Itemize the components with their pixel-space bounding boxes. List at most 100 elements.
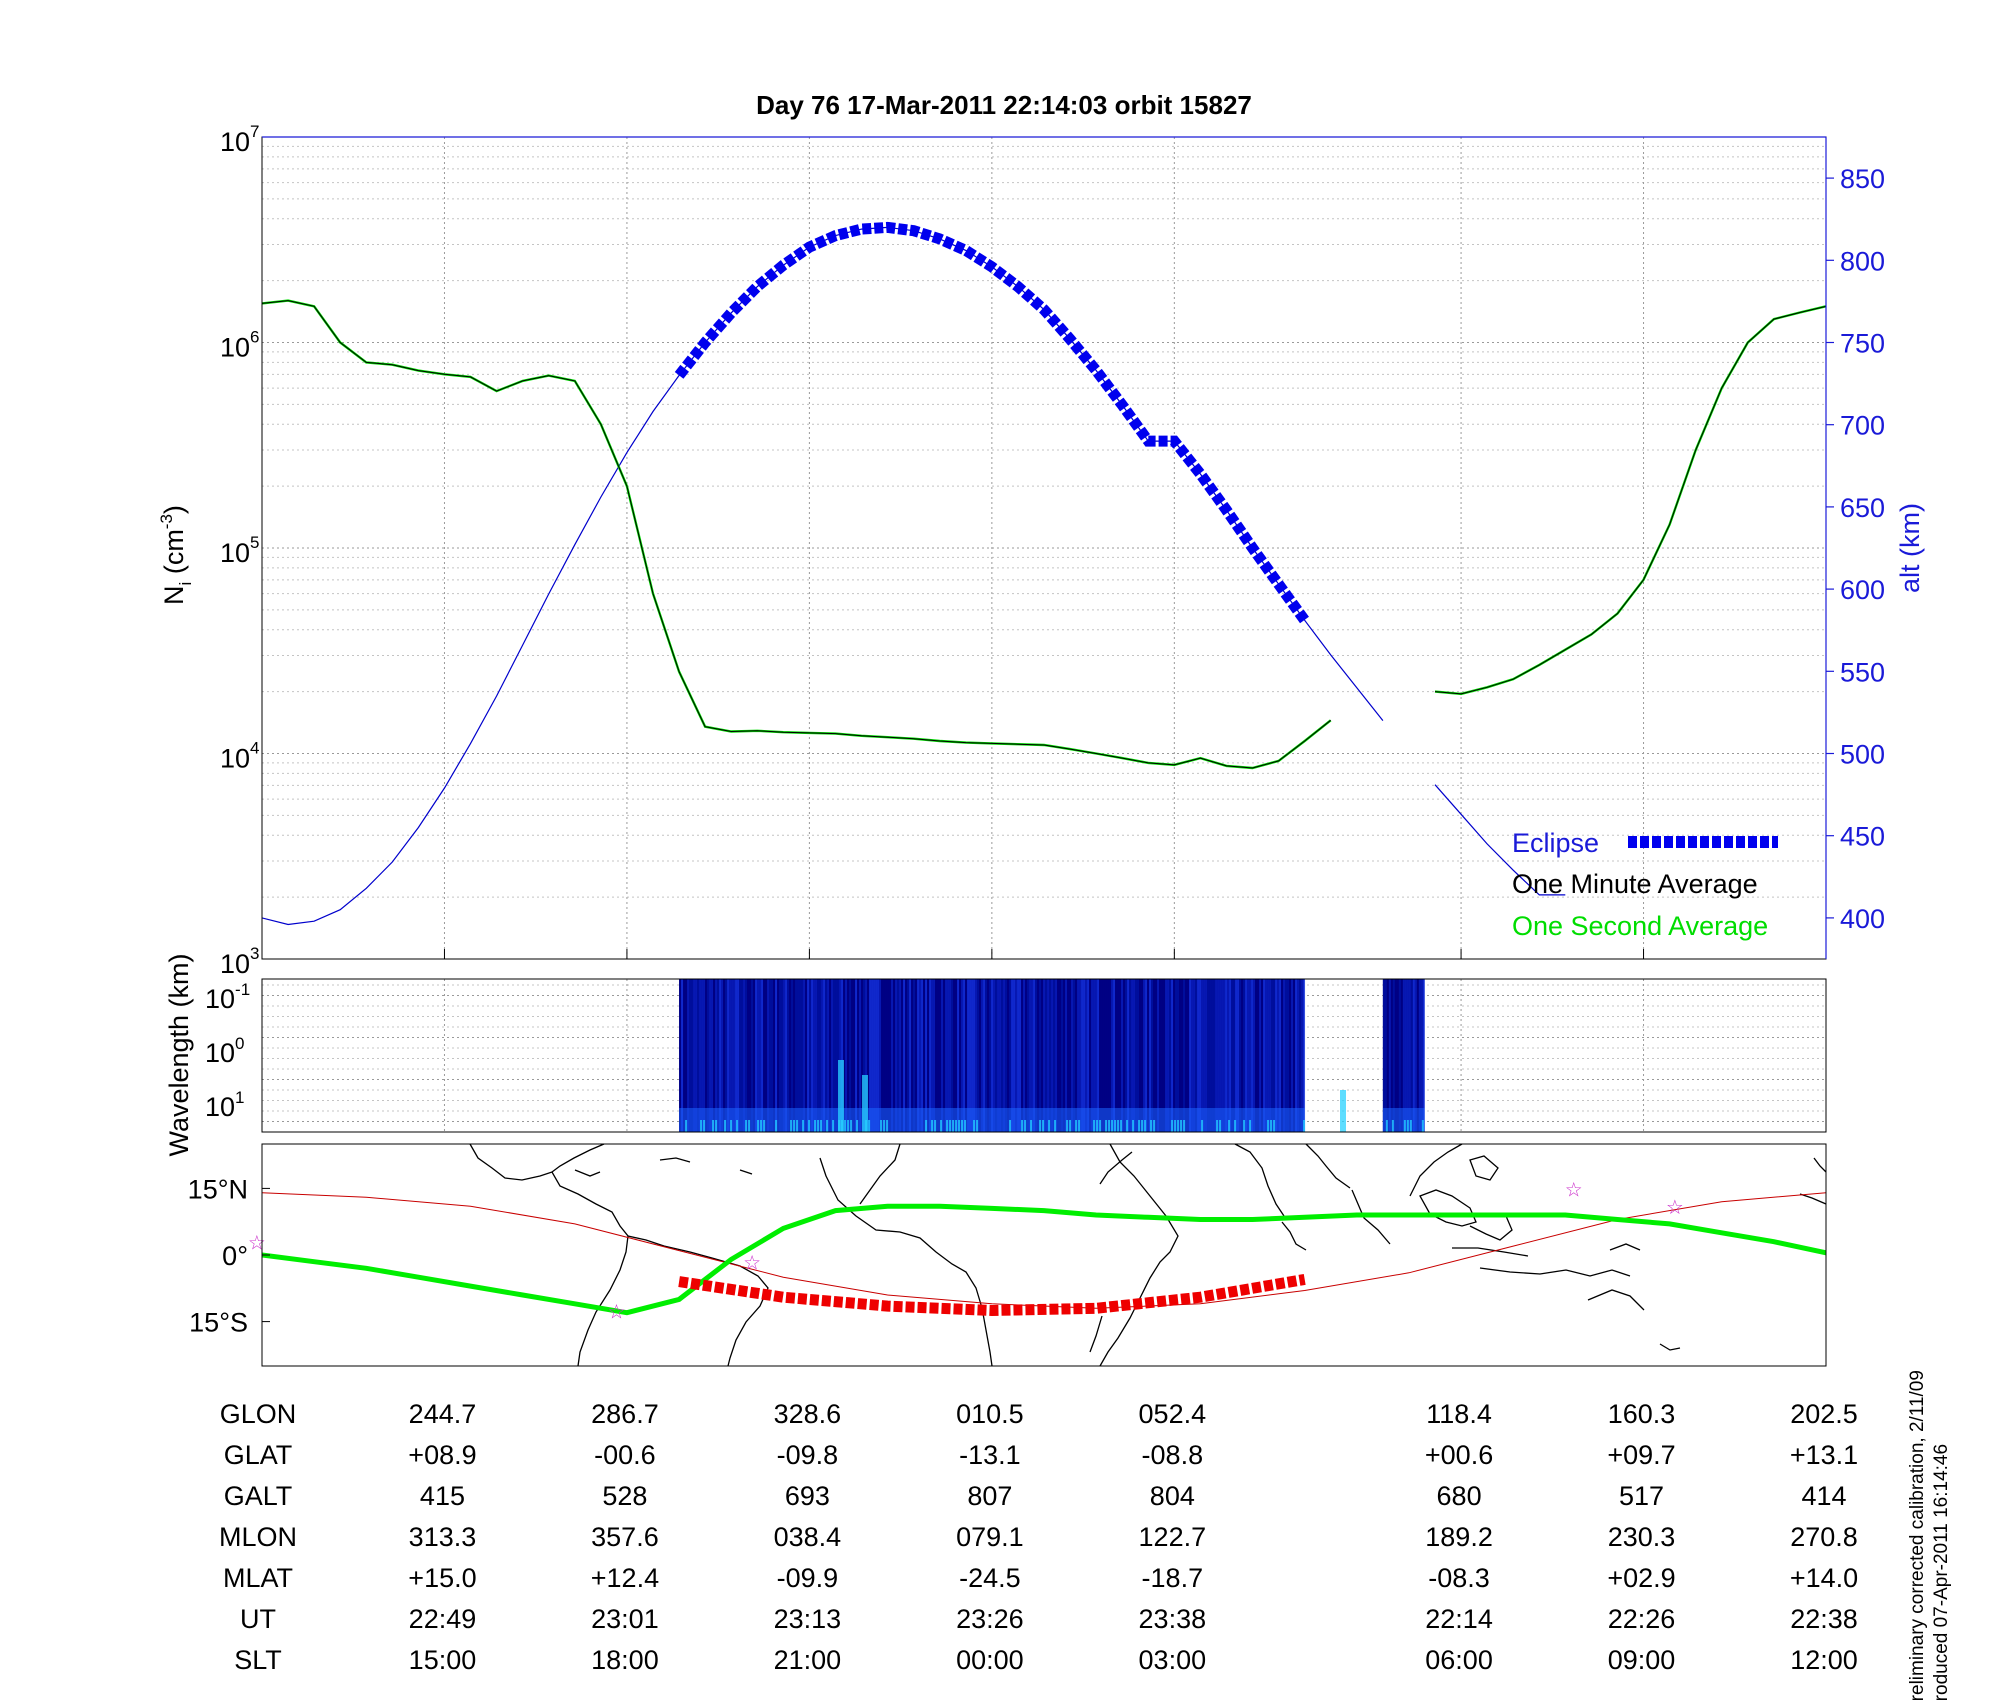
spectrogram-highlight — [1234, 1120, 1237, 1132]
spectrogram-highlight — [940, 1120, 943, 1132]
table-cell: +14.0 — [1790, 1563, 1858, 1593]
spectrogram-highlight — [790, 1120, 793, 1132]
density-panel: 103 104 105 106 107 400 450 500 550 600 650 700 750… — [157, 122, 1925, 979]
spectrogram-highlight — [1069, 1120, 1072, 1132]
spectrogram-highlight — [949, 1120, 952, 1132]
table-cell: 23:38 — [1139, 1604, 1207, 1634]
spectrogram-column — [869, 979, 872, 1132]
spectrogram-column — [947, 979, 950, 1132]
spectrogram-column — [851, 979, 854, 1132]
spectrogram-column — [1384, 979, 1387, 1132]
spectrogram-highlight — [736, 1120, 739, 1132]
table-cell: 22:14 — [1425, 1604, 1493, 1634]
spectrogram-column — [725, 979, 728, 1132]
spectrogram-column — [959, 979, 962, 1132]
spectrogram-column — [1143, 979, 1146, 1132]
density-y-tick-label: 103 — [220, 944, 260, 979]
table-row-header: UT — [240, 1604, 276, 1634]
spectrogram-column — [931, 979, 934, 1132]
spectrogram-column — [1159, 979, 1162, 1132]
spectrogram-column — [775, 979, 778, 1132]
spectrogram-column — [1259, 979, 1262, 1132]
spectrogram-highlight — [1111, 1120, 1114, 1132]
spectrogram-column — [741, 979, 744, 1132]
spectrogram-highlight — [850, 1120, 853, 1132]
table-cell: 807 — [967, 1481, 1012, 1511]
spectrogram-column — [1089, 979, 1092, 1132]
spectrogram-column — [849, 979, 852, 1132]
legend: Eclipse One Minute Average One Second Av… — [1512, 828, 1778, 941]
spectrogram-highlight — [757, 1120, 760, 1132]
spectrogram-column — [717, 979, 720, 1132]
spectrogram-column — [1077, 979, 1080, 1132]
spectrogram-column — [1169, 979, 1172, 1132]
table-cell: 052.4 — [1139, 1399, 1207, 1429]
spectrogram-column — [981, 979, 984, 1132]
spectrogram-column — [943, 979, 946, 1132]
table-row-header: GLON — [220, 1399, 297, 1429]
spectrogram-column — [847, 979, 850, 1132]
table-cell: 118.4 — [1426, 1399, 1492, 1429]
spectrogram-column — [1275, 979, 1278, 1132]
spectrogram-column — [1388, 979, 1391, 1132]
spectrogram-column — [827, 979, 830, 1132]
spectrogram-highlight — [763, 1120, 766, 1132]
legend-second-label: One Second Average — [1512, 911, 1768, 941]
spectrogram-column — [693, 979, 696, 1132]
spectrogram-column — [715, 979, 718, 1132]
table-cell: 23:01 — [591, 1604, 659, 1634]
table-cell: 415 — [420, 1481, 465, 1511]
spectrogram-column — [1087, 979, 1090, 1132]
spectrogram-column — [1005, 979, 1008, 1132]
spectrogram-column — [1147, 979, 1150, 1132]
density-y-tick-label: 106 — [220, 328, 260, 363]
spectrogram-column — [997, 979, 1000, 1132]
spectrogram-highlight — [826, 1120, 829, 1132]
spectrogram-column — [837, 979, 840, 1132]
spectrogram-column — [1149, 979, 1152, 1132]
spectrogram-column — [821, 979, 824, 1132]
spectrogram-column — [1151, 979, 1154, 1132]
spectrogram-highlight — [1054, 1120, 1057, 1132]
spectrogram-column — [719, 979, 722, 1132]
spectrogram-column — [1183, 979, 1186, 1132]
spectrogram-column — [1410, 979, 1413, 1132]
spectrogram-column — [1291, 979, 1294, 1132]
spectrogram-highlight — [1216, 1120, 1219, 1132]
spectrogram-column — [903, 979, 906, 1132]
spectrogram-highlight — [1099, 1120, 1102, 1132]
spectrogram-column — [1027, 979, 1030, 1132]
spectrogram-column — [927, 979, 930, 1132]
spectrogram-column — [915, 979, 918, 1132]
spectrogram-column — [697, 979, 700, 1132]
spectrogram-highlight — [880, 1120, 883, 1132]
density-y-tick-label: 105 — [220, 533, 260, 568]
spectrogram-column — [809, 979, 812, 1132]
spectrogram-column — [1229, 979, 1232, 1132]
spectrogram-column — [1404, 979, 1407, 1132]
spectrogram-highlight — [1093, 1120, 1096, 1132]
spectrogram-column — [867, 979, 870, 1132]
map-panel: ☆ ☆ ☆ ☆ ☆ 15°N 0° 15°S — [188, 1143, 1827, 1367]
spectrogram-low-band — [679, 1108, 1305, 1132]
spectrogram-highlight — [1144, 1120, 1147, 1132]
spectrogram-column — [1237, 979, 1240, 1132]
spectrogram-column — [1017, 979, 1020, 1132]
spectrogram-column — [1157, 979, 1160, 1132]
spectrogram-column — [1125, 979, 1128, 1132]
station-star-icon: ☆ — [608, 1300, 626, 1324]
spectrogram-column — [1398, 979, 1401, 1132]
spectrogram-frame — [261, 978, 1827, 1133]
spectrogram-column — [1267, 979, 1270, 1132]
spectrogram-column — [1416, 979, 1419, 1132]
spectrogram-column — [1390, 979, 1393, 1132]
spectrogram-column — [863, 979, 866, 1132]
spectrogram-column — [935, 979, 938, 1132]
spectrogram-column — [1099, 979, 1102, 1132]
station-star-icon: ☆ — [1565, 1177, 1583, 1201]
spectrogram-column — [877, 979, 880, 1132]
spectrogram-column — [743, 979, 746, 1132]
spectrogram-column — [1396, 979, 1399, 1132]
altitude-y-tick-label: 500 — [1840, 740, 1885, 770]
spectrogram-column — [823, 979, 826, 1132]
